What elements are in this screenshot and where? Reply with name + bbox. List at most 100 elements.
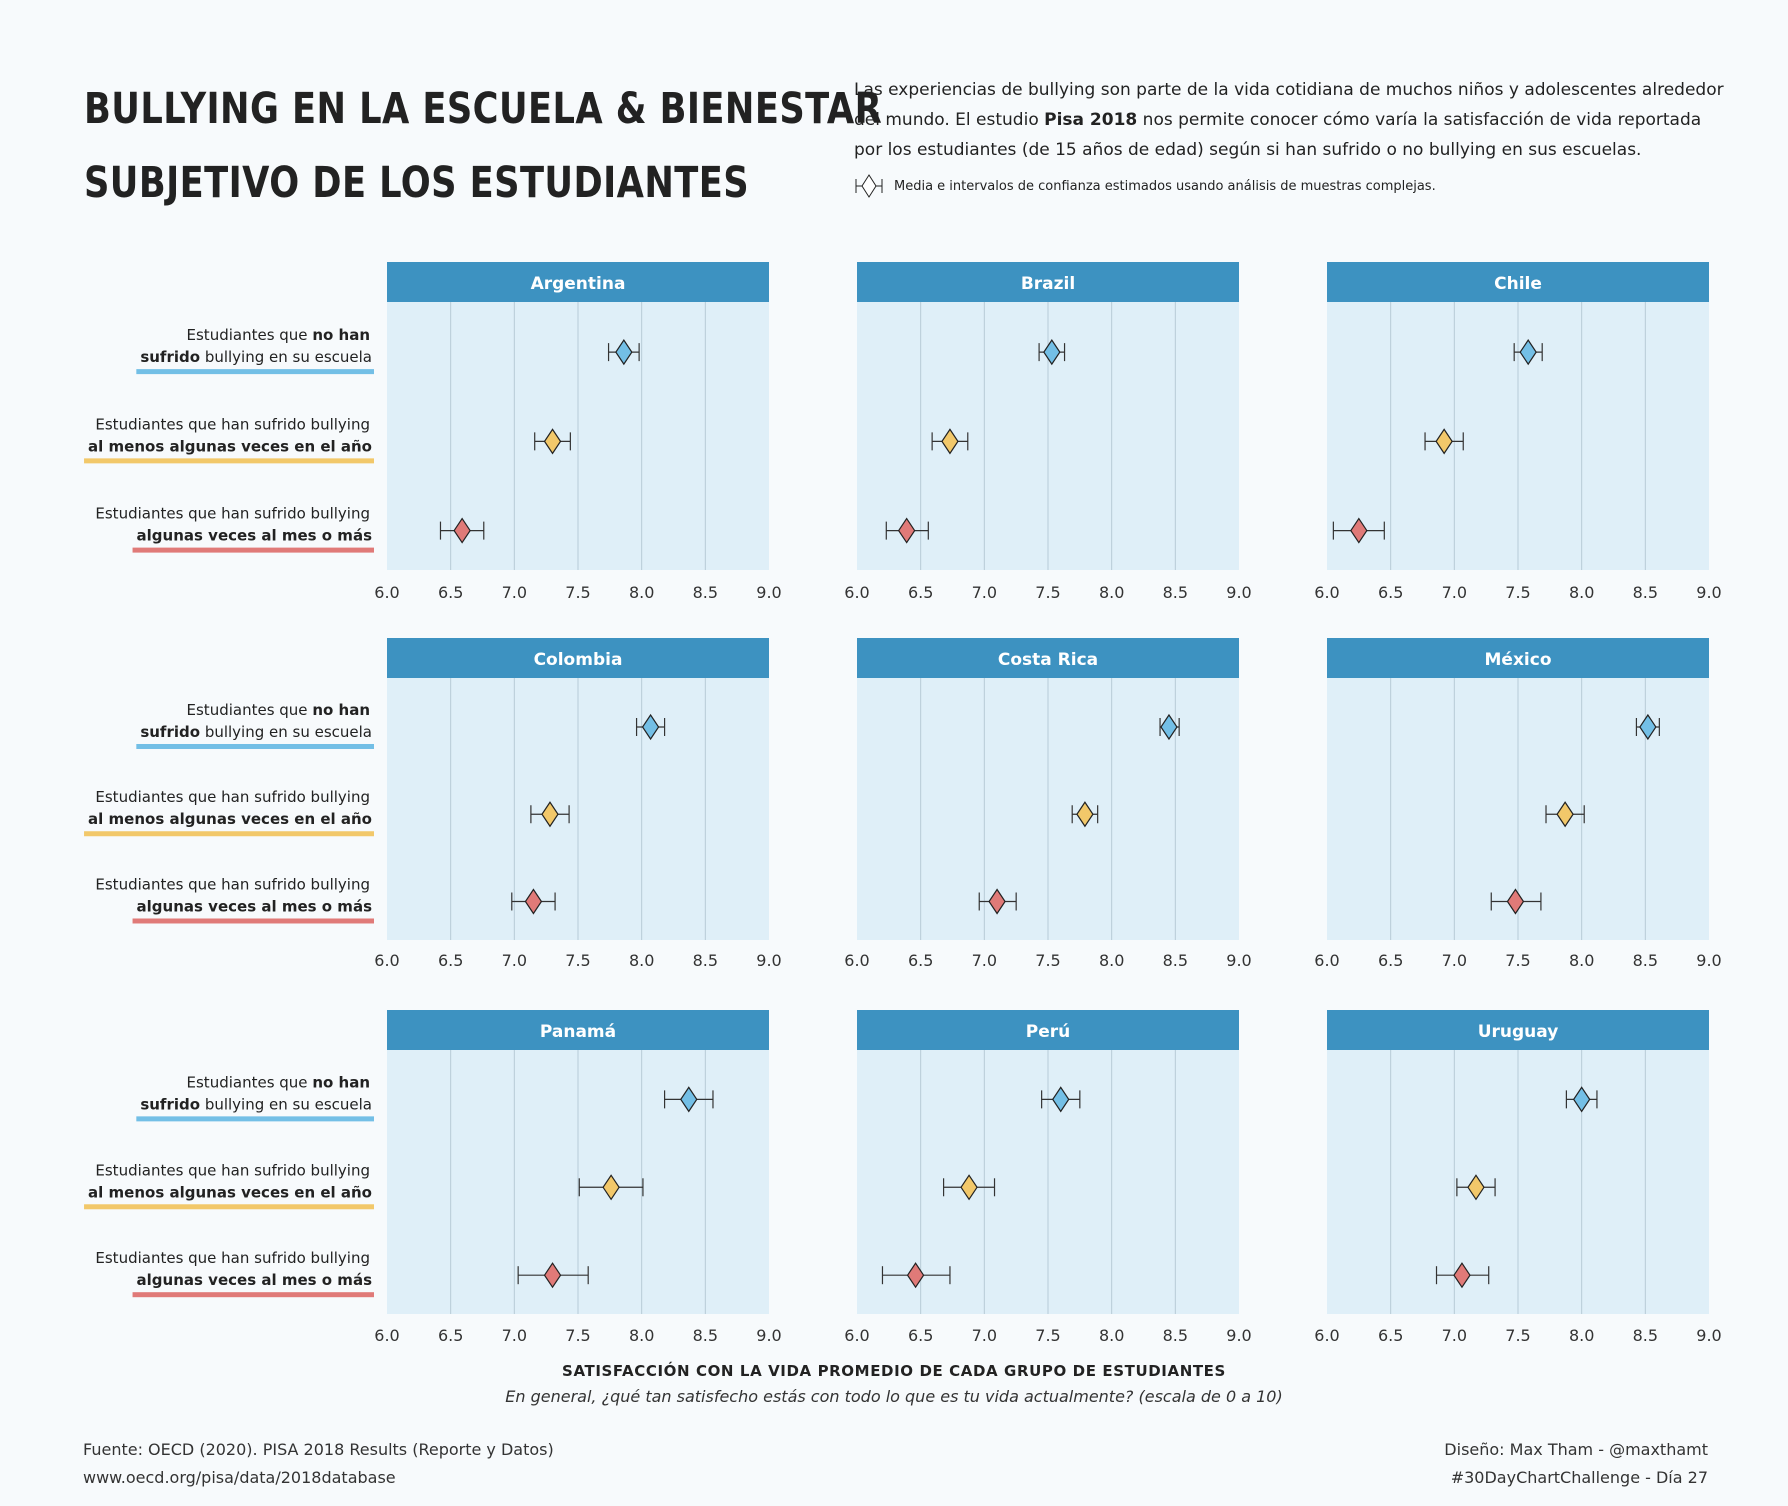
x-tick-label: 6.0 — [844, 951, 869, 970]
x-tick-label: 8.5 — [1163, 951, 1188, 970]
mean-diamond — [1556, 801, 1574, 828]
mean-diamond — [602, 1174, 620, 1201]
mean-diamond — [543, 1262, 562, 1289]
x-tick-label: 7.5 — [1505, 1326, 1530, 1345]
x-tick-label: 9.0 — [1226, 951, 1251, 970]
x-tick-label: 7.0 — [502, 1326, 527, 1345]
x-tick-label: 7.5 — [565, 583, 590, 602]
footer-credit: Diseño: Max Tham - @maxthamt #30DayChart… — [1444, 1436, 1708, 1492]
estimate-year — [931, 428, 969, 455]
group-underline — [136, 743, 374, 749]
intro-text-1: Las experiencias de bullying son parte d… — [854, 80, 1724, 130]
x-tick-label: 8.5 — [1163, 583, 1188, 602]
group-underline — [84, 458, 374, 464]
estimate-month — [517, 1262, 589, 1289]
estimate-year — [1071, 801, 1099, 828]
x-tick-label: 8.0 — [1099, 951, 1124, 970]
mean-diamond — [941, 428, 959, 455]
intro-text-bold: Pisa 2018 — [1044, 110, 1138, 130]
mean-diamond — [1160, 713, 1178, 741]
x-tick-label: 6.0 — [1314, 583, 1339, 602]
x-tick-label: 6.5 — [438, 1326, 463, 1345]
x-tick-label: 6.0 — [374, 1326, 399, 1345]
footer-source: Fuente: OECD (2020). PISA 2018 Results (… — [83, 1436, 554, 1492]
estimate-no — [1565, 1086, 1598, 1113]
panel-strip — [387, 1010, 769, 1050]
x-tick-label: 7.0 — [972, 1326, 997, 1345]
x-tick-label: 7.5 — [1035, 1326, 1060, 1345]
x-tick-label: 6.5 — [1378, 951, 1403, 970]
mean-diamond — [1519, 339, 1537, 366]
x-tick-label: 9.0 — [1696, 1326, 1721, 1345]
x-tick-label: 8.0 — [1099, 583, 1124, 602]
x-tick-label: 8.0 — [629, 1326, 654, 1345]
estimate-month — [1332, 517, 1385, 544]
x-tick-label: 9.0 — [756, 951, 781, 970]
mean-diamond — [1572, 1086, 1591, 1113]
legend-note-text: Media e intervalos de confianza estimado… — [894, 178, 1436, 194]
group-underline — [84, 1204, 374, 1210]
source-text: Fuente: OECD (2020). PISA 2018 Results (… — [83, 1440, 554, 1459]
x-tick-label: 6.0 — [1314, 1326, 1339, 1345]
estimate-no — [1159, 713, 1180, 741]
mean-diamond — [1350, 517, 1368, 544]
intro-text-2: nos permite conocer cómo varía la satisf… — [854, 110, 1702, 160]
estimate-year — [534, 428, 571, 455]
group-label-line1: Estudiantes que han sufrido bullying — [95, 1161, 370, 1179]
panel-méxico: México 6.0 6.5 7.0 7.5 8.0 8.5 9.0 — [1314, 638, 1722, 970]
group-label-line1: Estudiantes que han sufrido bullying — [95, 1249, 370, 1267]
credit-challenge: #30DayChartChallenge - Día 27 — [1450, 1468, 1708, 1487]
mean-diamond — [1043, 339, 1061, 366]
x-tick-label: 9.0 — [1696, 951, 1721, 970]
intro-paragraph: Las experiencias de bullying son parte d… — [854, 75, 1734, 165]
group-label-line2: al menos algunas veces en el año — [88, 1183, 372, 1201]
estimate-year — [1456, 1174, 1496, 1201]
mean-diamond — [906, 1262, 925, 1289]
x-tick-label: 7.0 — [1442, 583, 1467, 602]
estimate-year — [1545, 801, 1585, 828]
group-underline — [84, 831, 374, 837]
group-underline — [132, 918, 374, 924]
mean-diamond — [680, 1086, 698, 1113]
panel-strip — [857, 1010, 1239, 1050]
group-label-line1: Estudiantes que no han — [187, 701, 370, 719]
mean-diamond — [453, 517, 471, 544]
row-labels: Estudiantes que no han sufrido bullying e… — [84, 701, 374, 924]
source-url: www.oecd.org/pisa/data/2018database — [83, 1468, 396, 1487]
legend-note: Media e intervalos de confianza estimado… — [854, 174, 1436, 198]
diamond-errorbar-icon — [855, 174, 883, 198]
estimate-year — [1424, 428, 1464, 455]
x-tick-label: 8.5 — [1633, 583, 1658, 602]
x-tick-label: 7.0 — [1442, 1326, 1467, 1345]
estimate-month — [1435, 1262, 1490, 1289]
estimate-month — [439, 517, 485, 544]
mean-diamond — [641, 713, 660, 741]
estimate-month — [1490, 888, 1542, 915]
x-tick-label: 8.5 — [693, 583, 718, 602]
group-label-line2: algunas veces al mes o más — [137, 1271, 373, 1289]
panel-strip — [387, 638, 769, 678]
panel-strip — [857, 638, 1239, 678]
group-label-line1: Estudiantes que han sufrido bullying — [95, 505, 370, 523]
x-tick-label: 8.0 — [1569, 951, 1594, 970]
group-underline — [136, 1116, 374, 1122]
x-tick-label: 8.5 — [1633, 951, 1658, 970]
x-tick-label: 7.5 — [1505, 951, 1530, 970]
x-tick-label: 8.0 — [1569, 1326, 1594, 1345]
panel-strip — [1327, 1010, 1709, 1050]
x-tick-label: 7.0 — [972, 951, 997, 970]
mean-diamond — [543, 428, 562, 455]
estimate-no — [1041, 1086, 1081, 1113]
panel-argentina: Argentina 6.0 6.5 7.0 7.5 8.0 8.5 9.0 — [374, 262, 782, 602]
group-label-line2: al menos algunas veces en el año — [88, 437, 372, 455]
estimate-no — [1513, 339, 1543, 366]
chart-title-line2: SUBJETIVO DE LOS ESTUDIANTES — [84, 158, 750, 208]
x-tick-label: 6.5 — [438, 951, 463, 970]
estimate-no — [635, 713, 666, 741]
x-tick-label: 9.0 — [756, 1326, 781, 1345]
x-tick-label: 7.0 — [502, 951, 527, 970]
panel-title: Chile — [1494, 274, 1542, 294]
estimate-year — [578, 1174, 644, 1201]
estimate-month — [885, 517, 929, 544]
